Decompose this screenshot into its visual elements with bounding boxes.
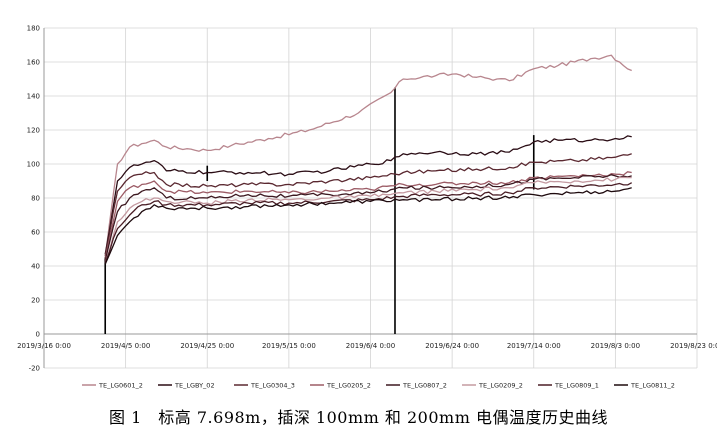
y-tick-label: 80 [31, 195, 40, 203]
x-tick-label: 2019/4/5 0:00 [101, 342, 150, 350]
y-tick-label: 120 [27, 127, 40, 135]
x-tick-label: 2019/6/4 0:00 [346, 342, 395, 350]
legend-label: TE_LG0601_2 [98, 382, 143, 390]
legend-label: TE_LGBY_02 [174, 382, 215, 390]
x-tick-label: 2019/8/3 0:00 [591, 342, 640, 350]
y-tick-label: 20 [31, 297, 40, 305]
legend-label: TE_LG0807_2 [402, 382, 447, 390]
y-tick-label: 180 [27, 25, 40, 33]
event-markers [104, 87, 535, 334]
y-tick-label: 60 [31, 229, 40, 237]
series-line [104, 135, 632, 255]
legend-label: TE_LG0205_2 [326, 382, 371, 390]
legend-label: TE_LG0304_3 [250, 382, 295, 390]
legend-label: TE_LG0209_2 [478, 382, 523, 390]
y-tick-label: 100 [27, 161, 40, 169]
series-line [104, 153, 632, 256]
x-tick-label: 2019/4/25 0:00 [180, 342, 234, 350]
y-tick-label: 40 [31, 263, 40, 271]
y-tick-label: -20 [29, 365, 40, 373]
y-tick-label: 0 [36, 331, 40, 339]
x-tick-label: 2019/5/15 0:00 [262, 342, 316, 350]
figure-caption: 图 1 标高 7.698m，插深 100mm 和 200mm 电偶温度历史曲线 [109, 408, 608, 427]
x-tick-label: 2019/6/24 0:00 [425, 342, 479, 350]
series-line [104, 176, 632, 263]
legend-label: TE_LG0811_2 [630, 382, 675, 390]
series-line [104, 187, 632, 265]
x-tick-label: 2019/8/23 0:00 [670, 342, 717, 350]
y-tick-label: 160 [27, 59, 40, 67]
legend-label: TE_LG0809_1 [554, 382, 599, 390]
legend: TE_LG0601_2 TE_LGBY_02 TE_LG0304_3 TE_LG020… [82, 382, 675, 390]
series-lines [104, 54, 633, 265]
x-tick-label: 2019/7/14 0:00 [507, 342, 561, 350]
y-tick-label: 140 [27, 93, 40, 101]
series-line [104, 54, 632, 258]
series-line [104, 174, 632, 262]
grid [43, 27, 698, 369]
series-line [104, 182, 633, 263]
